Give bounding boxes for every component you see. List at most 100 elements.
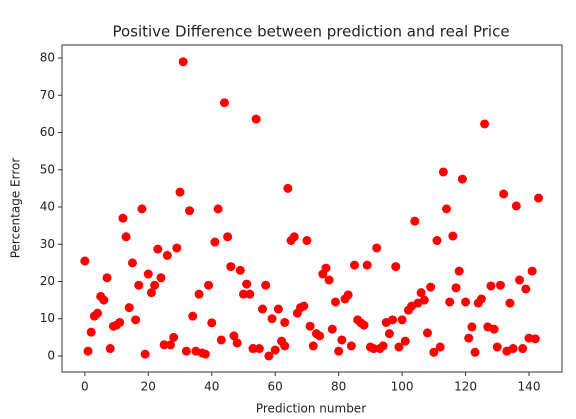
point — [150, 280, 160, 290]
point — [521, 284, 531, 294]
point — [172, 243, 182, 253]
point — [121, 232, 131, 242]
point — [162, 250, 172, 260]
point — [454, 266, 464, 276]
point — [86, 327, 96, 337]
point — [80, 256, 90, 266]
point — [299, 301, 309, 311]
y-tick-label: 50 — [40, 162, 55, 176]
point — [337, 335, 347, 345]
point — [448, 231, 458, 241]
point — [426, 282, 436, 292]
point — [429, 347, 439, 357]
point — [238, 289, 248, 299]
point — [388, 315, 398, 325]
point — [394, 342, 404, 352]
point — [391, 262, 401, 272]
point — [143, 269, 153, 279]
point — [137, 204, 147, 214]
point — [362, 260, 372, 270]
point — [178, 57, 188, 67]
point — [464, 333, 474, 343]
point — [305, 321, 315, 331]
point — [223, 232, 233, 242]
point — [251, 114, 261, 124]
point — [343, 290, 353, 300]
point — [204, 280, 214, 290]
point — [480, 119, 490, 129]
point — [346, 341, 356, 351]
point — [486, 281, 496, 291]
point — [514, 275, 524, 285]
y-tick-label: 0 — [47, 348, 55, 362]
point — [213, 204, 223, 214]
point — [166, 340, 176, 350]
point — [384, 329, 394, 339]
point — [140, 349, 150, 359]
point — [115, 317, 125, 327]
point — [280, 341, 290, 351]
point — [378, 341, 388, 351]
point — [245, 289, 255, 299]
point — [219, 98, 229, 108]
point — [470, 347, 480, 357]
point — [267, 314, 277, 324]
x-tick-label: 80 — [331, 380, 346, 394]
point — [467, 322, 477, 332]
point — [442, 204, 452, 214]
point — [308, 341, 318, 351]
point — [315, 331, 325, 341]
point — [229, 331, 239, 341]
point — [185, 206, 195, 216]
x-tick-label: 100 — [391, 380, 414, 394]
point — [289, 232, 299, 242]
y-tick-label: 40 — [40, 200, 55, 214]
point — [207, 318, 217, 328]
point — [181, 346, 191, 356]
point — [93, 308, 103, 318]
point — [118, 213, 128, 223]
plot-frame — [61, 44, 563, 373]
point — [419, 295, 429, 305]
x-axis-label: Prediction number — [256, 402, 366, 416]
point — [372, 243, 382, 253]
point — [105, 344, 115, 354]
point — [283, 183, 293, 193]
x-tick-label: 120 — [454, 380, 477, 394]
point — [270, 345, 280, 355]
point — [302, 236, 312, 246]
y-tick-label: 60 — [40, 125, 55, 139]
point — [169, 332, 179, 342]
point — [156, 273, 166, 283]
point — [127, 258, 137, 268]
point — [492, 342, 502, 352]
y-tick-label: 20 — [40, 274, 55, 288]
point — [261, 280, 271, 290]
point — [511, 201, 521, 211]
point — [83, 346, 93, 356]
point — [461, 297, 471, 307]
x-tick-label: 40 — [204, 380, 219, 394]
point — [175, 187, 185, 197]
point — [489, 324, 499, 334]
point — [410, 216, 420, 226]
point — [334, 346, 344, 356]
point — [134, 280, 144, 290]
point — [451, 283, 461, 293]
point — [102, 273, 112, 283]
point — [124, 303, 134, 313]
point — [273, 304, 283, 314]
point — [422, 328, 432, 338]
point — [235, 265, 245, 275]
point — [330, 297, 340, 307]
point — [242, 279, 252, 289]
point — [505, 298, 515, 308]
point — [324, 275, 334, 285]
y-tick-label: 10 — [40, 311, 55, 325]
point — [194, 289, 204, 299]
point — [534, 193, 544, 203]
chart-title: Positive Difference between prediction a… — [112, 23, 509, 41]
x-tick-label: 60 — [268, 380, 283, 394]
point — [232, 338, 242, 348]
